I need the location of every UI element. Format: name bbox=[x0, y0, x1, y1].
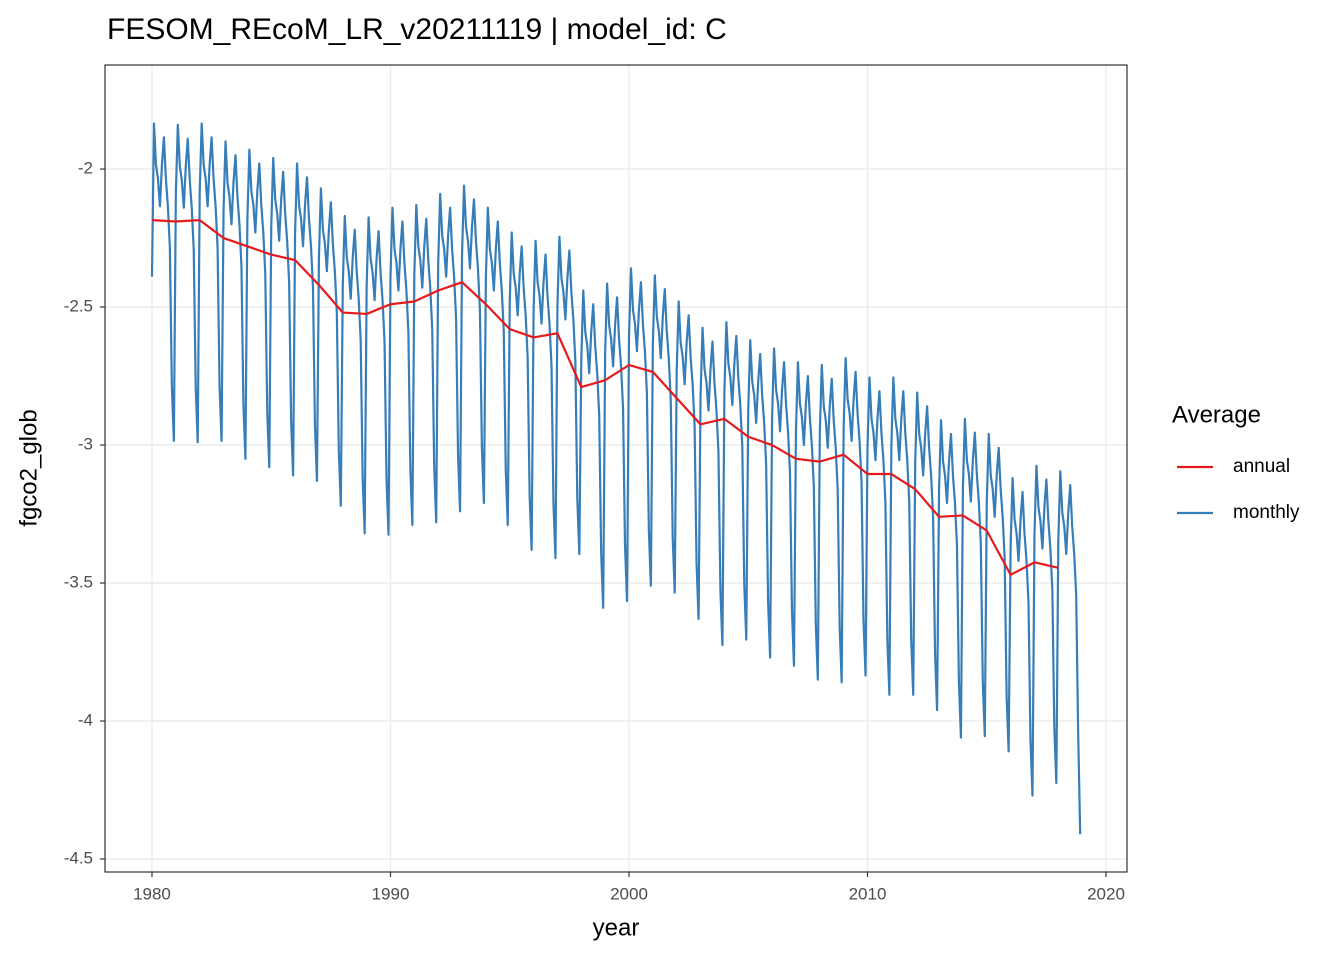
series-line bbox=[150, 122, 1082, 835]
y-tick-label: -3 bbox=[78, 435, 93, 454]
x-tick-label: 2000 bbox=[610, 884, 648, 903]
y-tick-label: -3.5 bbox=[64, 573, 93, 592]
x-tick-label: 1980 bbox=[133, 884, 171, 903]
y-tick-label: -2.5 bbox=[64, 297, 93, 316]
series-line bbox=[151, 219, 1059, 576]
x-axis-title: year bbox=[593, 914, 640, 941]
y-axis-title: fgco2_glob bbox=[15, 409, 42, 526]
x-tick-label: 2010 bbox=[849, 884, 887, 903]
x-tick-label: 2020 bbox=[1087, 884, 1125, 903]
chart-title: FESOM_REcoM_LR_v20211119 | model_id: C bbox=[107, 13, 727, 46]
y-tick-label: -4 bbox=[78, 711, 93, 730]
y-tick-label: -2 bbox=[78, 159, 93, 178]
y-tick-label: -4.5 bbox=[64, 849, 93, 868]
legend-title: Average bbox=[1172, 401, 1261, 428]
legend-label: monthly bbox=[1233, 502, 1300, 523]
legend-label: annual bbox=[1233, 456, 1290, 477]
x-tick-label: 1990 bbox=[372, 884, 410, 903]
panel-border bbox=[104, 64, 1128, 873]
